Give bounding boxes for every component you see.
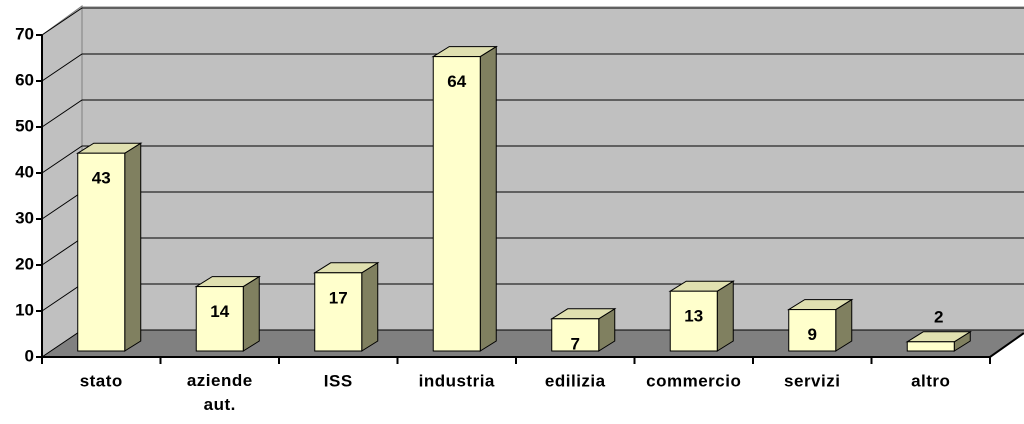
x-tick-label: industria (419, 371, 495, 390)
x-tick-label: aziende aut. (187, 371, 253, 414)
bar-side (361, 261, 379, 352)
bar (432, 56, 481, 352)
y-tick-label: 40 (15, 162, 34, 181)
y-tick-label: 60 (15, 70, 34, 89)
data-label: 13 (684, 307, 703, 326)
y-tick-label: 10 (15, 300, 34, 319)
floor (42, 330, 1024, 357)
x-tick-label: stato (80, 371, 123, 390)
x-tick-label: edilizia (545, 371, 606, 390)
grid-line (41, 145, 1024, 174)
bar (77, 152, 126, 352)
bar (788, 309, 837, 352)
y-tick-label: 0 (25, 346, 34, 365)
y-tick-label: 30 (15, 208, 34, 227)
y-tick-label: 70 (15, 24, 34, 43)
grid-line (41, 53, 1024, 82)
y-tick-label: 20 (15, 254, 34, 273)
grid-line (41, 7, 1024, 36)
x-tick-label: servizi (784, 371, 840, 390)
bar (669, 290, 718, 352)
data-label: 64 (447, 72, 466, 91)
bar (906, 341, 955, 352)
data-label: 43 (92, 169, 111, 188)
bar (314, 272, 363, 352)
data-label: 17 (329, 288, 348, 307)
data-label: 2 (934, 307, 943, 326)
bar-side (479, 45, 497, 352)
bar-side (124, 142, 142, 352)
bar-side (716, 280, 734, 352)
bar (195, 286, 244, 352)
grid-line (41, 99, 1024, 128)
data-label: 9 (808, 325, 817, 344)
x-tick-label: commercio (646, 371, 741, 390)
y-tick-label: 50 (15, 116, 34, 135)
data-label: 14 (210, 302, 229, 321)
bar-side (242, 275, 260, 352)
bar (551, 318, 600, 352)
back-wall (82, 6, 1024, 330)
data-label: 7 (571, 334, 580, 353)
x-tick-label: altro (911, 371, 950, 390)
x-tick-label: ISS (324, 371, 353, 390)
